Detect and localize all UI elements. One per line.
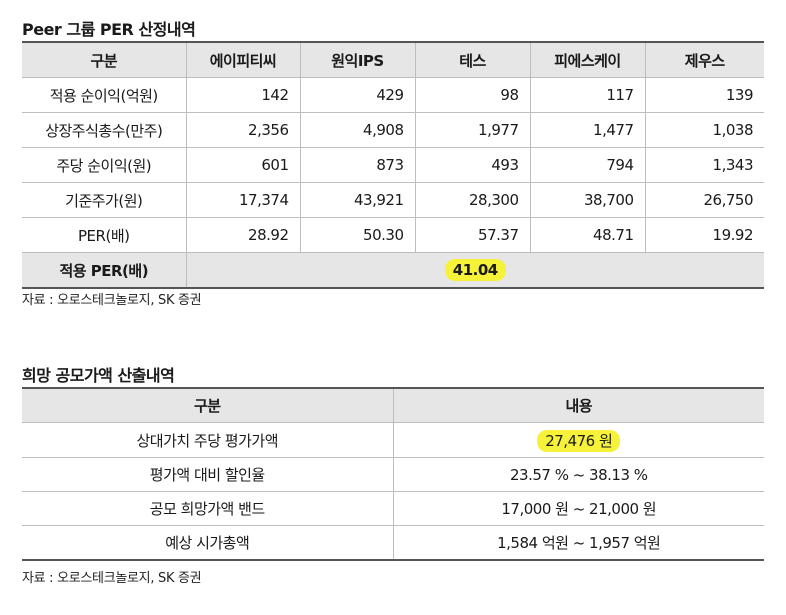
table-row: 평가액 대비 할인율 23.57 % ~ 38.13 % (22, 457, 764, 492)
per-header-company: 테스 (415, 41, 531, 78)
table-cell: 27,476 원 (393, 422, 764, 458)
table-cell: 429 (300, 77, 416, 113)
per-header-company: 피에스케이 (530, 41, 646, 78)
table-cell: 2,356 (186, 112, 301, 148)
row-label: 주당 순이익(원) (22, 147, 187, 183)
applied-per-cell: 41.04 (186, 252, 764, 289)
table-row: 적용 순이익(억원) 142 429 98 117 139 (22, 77, 764, 113)
table-cell: 1,977 (415, 112, 531, 148)
table-cell: 873 (300, 147, 416, 183)
row-label: 평가액 대비 할인율 (22, 457, 394, 492)
table-cell: 1,343 (645, 147, 764, 183)
table-cell: 57.37 (415, 217, 531, 253)
price-section-title: 희망 공모가액 산출내역 (22, 366, 175, 385)
row-label: 공모 희망가액 밴드 (22, 491, 394, 526)
table-row: 상장주식총수(만주) 2,356 4,908 1,977 1,477 1,038 (22, 112, 764, 148)
per-table: 구분 에이피티씨 원익IPS 테스 피에스케이 제우스 적용 순이익(억원) 1… (22, 41, 764, 289)
table-cell: 19.92 (645, 217, 764, 253)
table-cell: 28.92 (186, 217, 301, 253)
price-table: 구분 내용 상대가치 주당 평가가액 27,476 원 평가액 대비 할인율 2… (22, 387, 764, 561)
row-label: 기준주가(원) (22, 182, 187, 218)
table-cell: 139 (645, 77, 764, 113)
applied-per-value: 41.04 (444, 259, 506, 281)
table-row: 공모 희망가액 밴드 17,000 원 ~ 21,000 원 (22, 491, 764, 526)
table-cell: 601 (186, 147, 301, 183)
highlighted-value: 27,476 원 (537, 429, 621, 452)
applied-per-label: 적용 PER(배) (22, 252, 187, 289)
price-source-note: 자료 : 오로스테크놀로지, SK 증권 (22, 571, 202, 586)
per-header-company: 제우스 (645, 41, 764, 78)
table-cell: 117 (530, 77, 646, 113)
per-source-note: 자료 : 오로스테크놀로지, SK 증권 (22, 293, 202, 308)
table-row: 상대가치 주당 평가가액 27,476 원 (22, 422, 764, 458)
table-row: 기준주가(원) 17,374 43,921 28,300 38,700 26,7… (22, 182, 764, 218)
table-cell: 1,584 억원 ~ 1,957 억원 (393, 525, 764, 561)
applied-per-row: 적용 PER(배) 41.04 (22, 252, 764, 289)
row-label: PER(배) (22, 217, 187, 253)
table-row: 주당 순이익(원) 601 873 493 794 1,343 (22, 147, 764, 183)
table-cell: 28,300 (415, 182, 531, 218)
row-label: 상장주식총수(만주) (22, 112, 187, 148)
table-row: PER(배) 28.92 50.30 57.37 48.71 19.92 (22, 217, 764, 253)
table-cell: 17,000 원 ~ 21,000 원 (393, 491, 764, 526)
table-cell: 48.71 (530, 217, 646, 253)
table-cell: 23.57 % ~ 38.13 % (393, 457, 764, 492)
price-table-header-row: 구분 내용 (22, 387, 764, 423)
row-label: 상대가치 주당 평가가액 (22, 422, 394, 458)
table-cell: 1,038 (645, 112, 764, 148)
table-cell: 38,700 (530, 182, 646, 218)
table-cell: 4,908 (300, 112, 416, 148)
table-cell: 98 (415, 77, 531, 113)
table-cell: 26,750 (645, 182, 764, 218)
table-row: 예상 시가총액 1,584 억원 ~ 1,957 억원 (22, 525, 764, 561)
table-cell: 794 (530, 147, 646, 183)
table-cell: 17,374 (186, 182, 301, 218)
table-cell: 142 (186, 77, 301, 113)
per-section-title: Peer 그룹 PER 산정내역 (22, 20, 196, 39)
per-header-company: 원익IPS (300, 41, 416, 78)
price-header-content: 내용 (393, 387, 764, 423)
table-cell: 50.30 (300, 217, 416, 253)
table-cell: 43,921 (300, 182, 416, 218)
per-header-category: 구분 (22, 41, 187, 78)
row-label: 적용 순이익(억원) (22, 77, 187, 113)
table-cell: 493 (415, 147, 531, 183)
per-table-header-row: 구분 에이피티씨 원익IPS 테스 피에스케이 제우스 (22, 41, 764, 78)
price-header-category: 구분 (22, 387, 394, 423)
row-label: 예상 시가총액 (22, 525, 394, 561)
table-cell: 1,477 (530, 112, 646, 148)
per-header-company: 에이피티씨 (186, 41, 301, 78)
